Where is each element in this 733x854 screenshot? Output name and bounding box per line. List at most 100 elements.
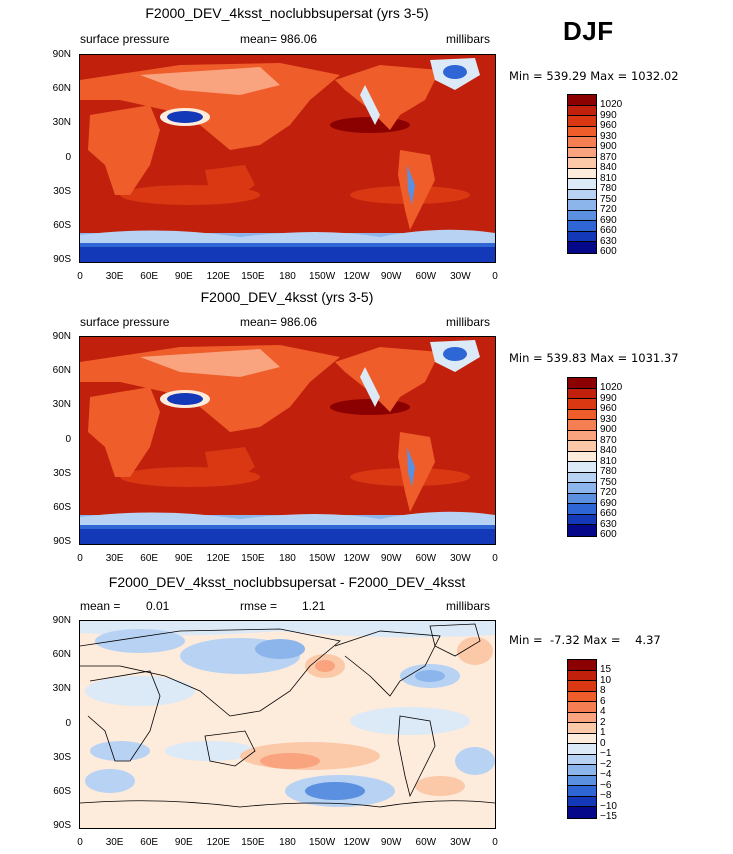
panel3-xtick: 60E: [140, 837, 159, 848]
colorbar-swatch: [568, 525, 596, 536]
panel3-units-label: millibars: [446, 599, 491, 613]
panel3-mean-label: mean =: [80, 599, 121, 613]
colorbar-label: 10: [600, 674, 612, 686]
colorbar-swatch: [568, 231, 596, 242]
panel2-colorbar: [567, 377, 597, 537]
colorbar-swatch: [568, 399, 596, 410]
panel2-ytick: 90S: [53, 536, 71, 547]
panel2-units-label: millibars: [446, 315, 491, 329]
colorbar-swatch: [568, 702, 596, 713]
colorbar-label: 630: [600, 518, 617, 530]
colorbar-swatch: [568, 137, 596, 148]
panel3-colorbar: [567, 659, 597, 819]
colorbar-label: 4: [600, 706, 606, 717]
panel2-xtick: 180: [279, 553, 296, 564]
panel3-xtick: 120W: [343, 837, 370, 848]
colorbar-swatch: [568, 723, 596, 734]
panel2-xtick: 0: [492, 553, 498, 564]
colorbar-label: 900: [600, 424, 617, 435]
colorbar-swatch: [568, 754, 596, 765]
panel1-ytick: 60N: [52, 83, 71, 94]
colorbar-swatch: [568, 378, 596, 389]
colorbar-swatch: [568, 493, 596, 504]
panel3-xtick: 30E: [105, 837, 124, 848]
panel2-xtick: 60E: [140, 553, 159, 564]
panel2-xtick: 90W: [380, 553, 402, 564]
panel1-map: [79, 54, 496, 263]
colorbar-label: 690: [600, 214, 617, 226]
panel1-xtick: 90E: [174, 271, 193, 282]
panel3-minmax: Min = -7.32 Max = 4.37: [509, 633, 661, 647]
colorbar-swatch: [568, 681, 596, 692]
colorbar-swatch: [568, 147, 596, 158]
panel2-xtick: 30W: [450, 553, 471, 564]
colorbar-swatch: [568, 221, 596, 232]
colorbar-label: −15: [600, 811, 617, 822]
panel1-xtick: 0: [492, 271, 498, 282]
panel2-ytick: 90N: [52, 331, 71, 342]
colorbar-label: 600: [600, 246, 617, 257]
colorbar-swatch: [568, 200, 596, 211]
colorbar-swatch: [568, 179, 596, 190]
panel1-ytick: 60S: [53, 220, 71, 231]
panel3-ytick: 60N: [52, 649, 71, 660]
panel1-xtick: 150W: [309, 271, 336, 282]
panel3-map-svg: [80, 621, 495, 828]
panel2-xtick: 60W: [415, 553, 437, 564]
colorbar-swatch: [568, 441, 596, 452]
colorbar-label: −10: [600, 800, 617, 812]
colorbar-swatch: [568, 210, 596, 221]
panel3-xtick: 90W: [380, 837, 402, 848]
colorbar-label: 1: [600, 727, 606, 738]
panel1-xtick: 30E: [105, 271, 124, 282]
colorbar-label: 690: [600, 497, 617, 509]
colorbar-swatch: [568, 168, 596, 179]
colorbar-swatch: [568, 775, 596, 786]
colorbar-swatch: [568, 786, 596, 797]
colorbar-label: −4: [600, 769, 612, 780]
panel2-xtick: 120E: [206, 553, 230, 564]
colorbar-swatch: [568, 388, 596, 399]
colorbar-swatch: [568, 189, 596, 200]
colorbar-swatch: [568, 807, 596, 818]
colorbar-swatch: [568, 765, 596, 776]
colorbar-swatch: [568, 242, 596, 253]
colorbar-swatch: [568, 116, 596, 127]
colorbar-swatch: [568, 462, 596, 473]
panel1-xtick: 60E: [140, 271, 159, 282]
panel2-xtick: 150E: [241, 553, 265, 564]
colorbar-label: −2: [600, 758, 612, 770]
panel2-xtick: 90E: [174, 553, 193, 564]
colorbar-label: 720: [600, 487, 617, 498]
panel3-xtick: 150W: [309, 837, 336, 848]
panel1-xtick: 90W: [380, 271, 402, 282]
panel2-xtick: 120W: [343, 553, 370, 564]
panel1-map-svg: [80, 55, 495, 262]
panel2-variable-label: surface pressure: [80, 315, 170, 329]
panel1-ytick: 90S: [53, 254, 71, 265]
panel1-units-label: millibars: [446, 32, 491, 46]
panel3-mean-value: 0.01: [146, 599, 170, 613]
colorbar-swatch: [568, 472, 596, 483]
panel1-xaxis: 0 30E 60E 90E 120E 150E 180 150W 120W 90…: [65, 271, 505, 285]
colorbar-label: 840: [600, 445, 617, 456]
panel2-map: [79, 336, 496, 545]
colorbar-label: 960: [600, 403, 617, 414]
panel3-title: F2000_DEV_4ksst_noclubbsupersat - F2000_…: [108, 574, 466, 590]
panel3-xtick: 120E: [206, 837, 230, 848]
panel3-ytick: 60S: [53, 786, 71, 797]
colorbar-label: 990: [600, 109, 617, 121]
colorbar-label: 780: [600, 466, 617, 477]
colorbar-label: 8: [600, 685, 606, 696]
colorbar-swatch: [568, 430, 596, 441]
panel3-xtick: 90E: [174, 837, 193, 848]
panel1-xtick: 180: [279, 271, 296, 282]
panel1-mean-label: mean= 986.06: [240, 32, 318, 46]
colorbar-label: 900: [600, 141, 617, 152]
season-label: DJF: [563, 16, 614, 46]
colorbar-swatch: [568, 712, 596, 723]
colorbar-swatch: [568, 95, 596, 106]
colorbar-swatch: [568, 733, 596, 744]
panel2-minmax: Min = 539.83 Max = 1031.37: [509, 351, 679, 365]
colorbar-label: 0: [600, 737, 606, 749]
